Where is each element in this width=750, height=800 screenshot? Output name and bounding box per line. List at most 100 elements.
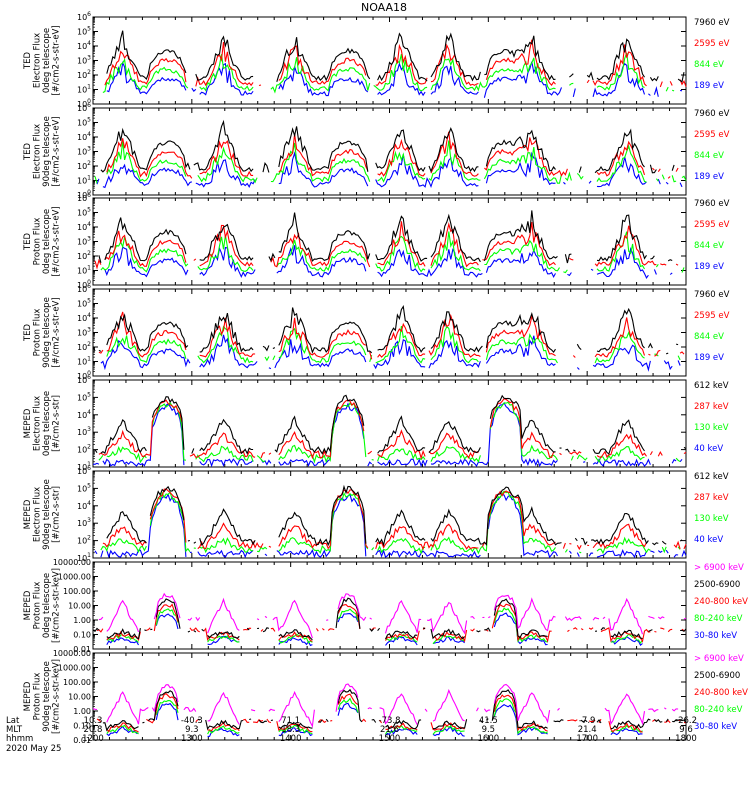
footer-value: 10.3 [84, 716, 103, 726]
legend-entry: 287 keV [694, 402, 729, 412]
y-tick-label: 106 [77, 192, 91, 203]
y-axis-label-line: [#/cm2-s-str-keV] [52, 659, 62, 734]
legend-entry: 7960 eV [694, 109, 730, 119]
series-line [101, 491, 686, 553]
y-axis-label-line: 0deg telescope [42, 573, 52, 638]
legend-entry: 189 eV [694, 172, 724, 182]
legend-entry: 2595 eV [694, 311, 730, 321]
series-line [106, 607, 643, 645]
footer-value: 9.3 [185, 725, 199, 735]
legend-entry: 2595 eV [694, 220, 730, 230]
y-tick-label: 104 [77, 312, 91, 323]
panel-7: 0.010.101.0010.00100.001000.0010000.00ME… [23, 558, 748, 654]
panel-frame [92, 197, 687, 286]
panel-4: 100 101 102 103 104 105 106 TEDProton Flux90deg… [23, 283, 730, 381]
footer-value: 71.1 [281, 716, 300, 726]
series-line [106, 484, 683, 547]
y-tick-label: 103 [77, 236, 91, 247]
y-axis-label: TEDProton Flux0deg telescope[#/cm2-s-str… [23, 206, 62, 276]
legend-entry: 2500-6900 [694, 671, 740, 681]
y-axis-label-line: MEPED [23, 681, 33, 711]
panel-frame [92, 288, 687, 377]
y-tick-label: 100 [77, 370, 91, 381]
y-tick-label: 1.00 [73, 616, 91, 625]
y-tick-label: 106 [77, 102, 91, 113]
footer-value: 1500 [379, 734, 401, 744]
legend-entry: 2500-6900 [694, 580, 740, 590]
legend-entry: 844 eV [694, 241, 724, 251]
series-line [106, 325, 681, 364]
footer-value: -40.3 [181, 716, 203, 726]
y-axis-label-line: [#/cm2-s-str] [52, 486, 62, 543]
footer-value: 21.4 [578, 725, 597, 735]
y-tick-label: 105 [77, 207, 91, 218]
y-axis-label-line: TED [23, 51, 33, 70]
legend-entry: 80-240 keV [694, 705, 743, 715]
footer-date: 2020 May 25 [6, 744, 61, 754]
footer-value: -7.9 [579, 716, 596, 726]
panel-3: 100 101 102 103 104 105 106 TEDProton Flux0deg … [23, 192, 730, 290]
footer-value: 9.5 [482, 725, 496, 735]
footer-value: 1400 [280, 734, 302, 744]
y-axis-label-line: 90deg telescope [42, 116, 52, 187]
series-line [106, 30, 685, 83]
y-axis-label-line: [#/cm2-s-str-eV] [52, 297, 62, 367]
y-tick-label: 104 [77, 409, 91, 420]
y-tick-label: 0.10 [73, 631, 91, 640]
panel-frame [92, 561, 687, 650]
y-axis-label-line: 0deg telescope [42, 209, 52, 274]
y-axis-label-line: MEPED [23, 590, 33, 620]
y-axis-label: MEPEDProton Flux90deg telescope[#/cm2-s-… [23, 659, 62, 734]
y-tick-label: 1000.00 [58, 664, 91, 673]
y-tick-label: 10000.00 [53, 649, 91, 658]
y-tick-label: 103 [77, 517, 91, 528]
footer-value: 9.6 [679, 725, 693, 735]
y-axis-label-line: Proton Flux [33, 218, 43, 266]
y-tick-label: 101 [77, 461, 91, 472]
series-line [98, 592, 687, 639]
series-line [102, 488, 687, 551]
legend-entry: 844 eV [694, 60, 724, 70]
y-axis-label-line: Proton Flux [33, 309, 43, 357]
y-tick-label: 105 [77, 117, 91, 128]
panel-1: 100 101 102 103 104 105 106 TEDElectron Flux0de… [23, 11, 730, 109]
legend-entry: 130 keV [694, 514, 729, 524]
y-tick-label: 10.00 [68, 602, 91, 611]
footer-value: 41.5 [479, 716, 498, 726]
legend-entry: 7960 eV [694, 18, 730, 28]
legend-entry: 40 keV [694, 444, 723, 454]
series-line [105, 245, 686, 278]
legend-entry: > 6900 keV [694, 563, 744, 573]
legend-entry: 287 keV [694, 493, 729, 503]
y-axis-label-line: [#/cm2-s-str-eV] [52, 206, 62, 276]
footer-value: 1600 [478, 734, 500, 744]
y-axis-label-line: 90deg telescope [42, 661, 52, 732]
series-line [106, 697, 643, 735]
y-axis-label-line: Electron Flux [33, 124, 43, 179]
y-tick-label: 101 [77, 552, 91, 563]
y-tick-label: 102 [77, 69, 91, 80]
y-tick-label: 102 [77, 160, 91, 171]
y-axis-label-line: Electron Flux [33, 396, 43, 451]
panel-2: 100 101 102 103 104 105 106 TEDElectron Flux90d… [23, 102, 730, 200]
y-tick-label: 0.10 [73, 722, 91, 731]
footer-value: 1200 [82, 734, 104, 744]
footer-value: 20.8 [84, 725, 103, 735]
y-axis-label-line: Electron Flux [33, 33, 43, 88]
y-tick-label: 101 [77, 175, 91, 186]
series-line [94, 140, 687, 184]
y-axis-label-line: [#/cm2-s-str-eV] [52, 25, 62, 95]
y-tick-label: 106 [77, 465, 91, 476]
y-axis-label: TEDProton Flux90deg telescope[#/cm2-s-st… [23, 297, 62, 368]
y-axis-label-line: MEPED [23, 408, 33, 438]
legend-entry: 40 keV [694, 535, 723, 545]
footer-value: -26.2 [675, 716, 697, 726]
legend-entry: 612 keV [694, 472, 729, 482]
series-line [93, 307, 686, 354]
legend-entry: 130 keV [694, 423, 729, 433]
legend-entry: 844 eV [694, 332, 724, 342]
series-line [96, 151, 683, 189]
